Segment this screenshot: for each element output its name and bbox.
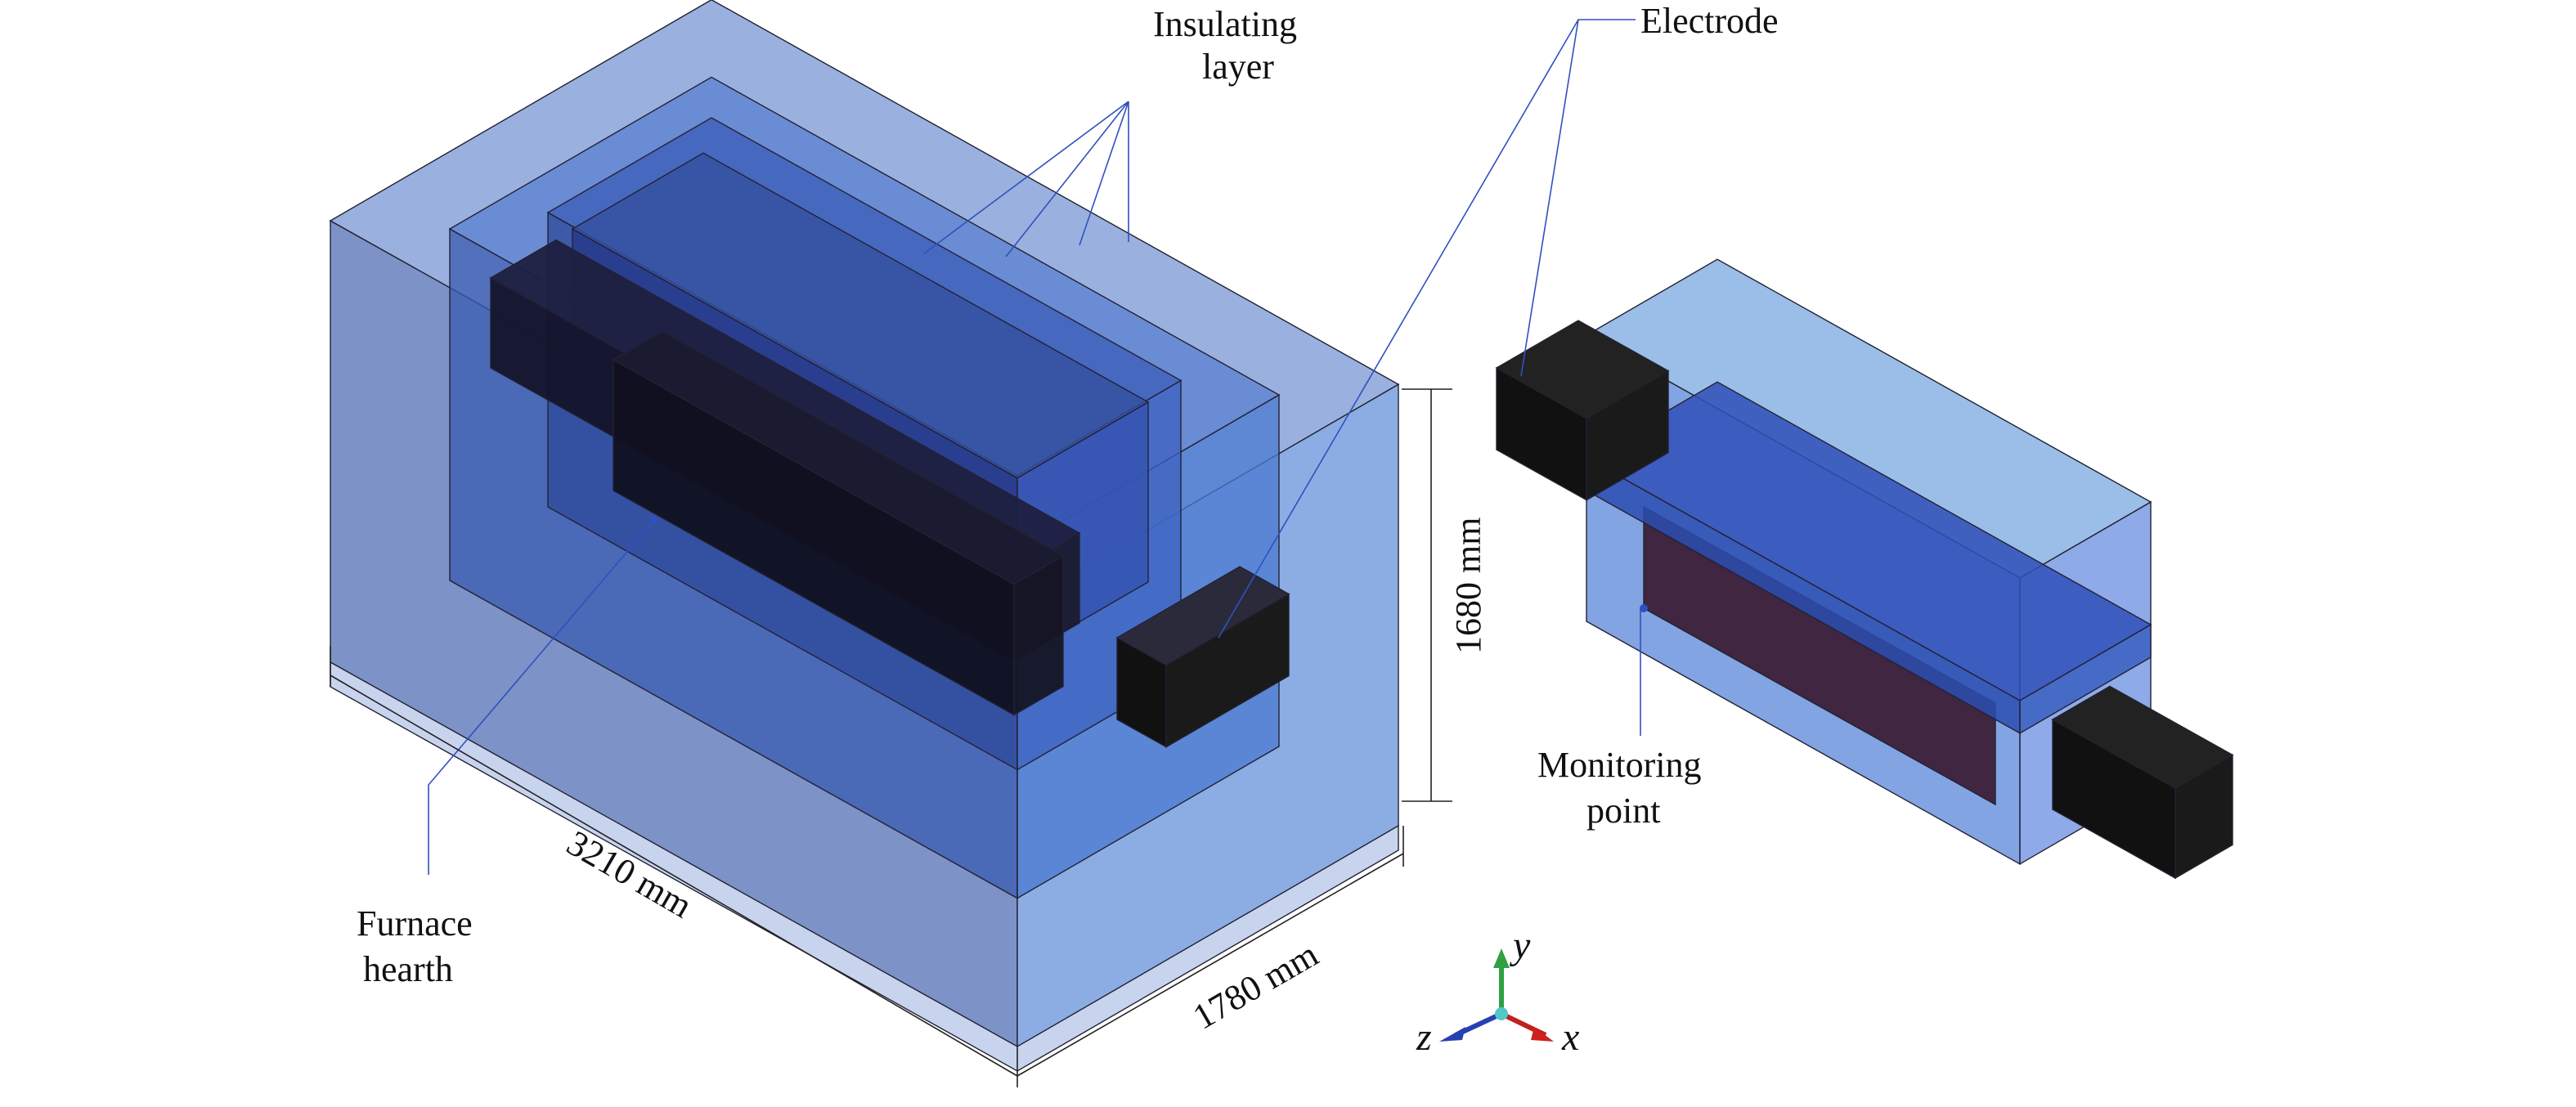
insulating-layer-label-2: layer: [1202, 47, 1274, 87]
dimension-lines: [330, 388, 1452, 1087]
monitoring-point-label-2: point: [1586, 791, 1660, 831]
y-arrowhead-icon: [1493, 948, 1510, 968]
electrode-right-a-top-face: [1495, 320, 1670, 419]
electrode-right-b-top-face: [2051, 685, 2234, 789]
electrode-label: Electrode: [1640, 1, 1779, 41]
y-axis-label: y: [1509, 924, 1531, 967]
dim-width-line: [1016, 826, 1404, 1077]
leader-arrowheads: [650, 516, 1648, 612]
dim-height-line: [1402, 388, 1452, 802]
monitoring-point-marker: [1640, 604, 1648, 612]
x-axis-label: x: [1561, 1015, 1579, 1059]
geometry: [329, 0, 2234, 1072]
x-arrowhead-icon: [1531, 1027, 1554, 1042]
axis-triad: y x z: [1416, 924, 1579, 1059]
insulating-layer-label-1: Insulating: [1153, 4, 1297, 44]
insulating-leaders: [923, 101, 1129, 258]
origin-dot: [1495, 1007, 1508, 1020]
dim-height-text: 1680 mm: [1448, 518, 1488, 654]
furnace-hearth-label-2: hearth: [363, 949, 453, 989]
dim-length-line: [330, 646, 1018, 1087]
hearth-leader: [428, 519, 655, 875]
hearth-core-top-face: [612, 330, 1065, 585]
furnace-hearth-label-1: Furnace: [357, 903, 473, 943]
hearth-point: [650, 516, 658, 524]
z-axis-label: z: [1416, 1015, 1432, 1059]
leader-lines: [428, 19, 1641, 875]
z-arrowhead-icon: [1439, 1027, 1465, 1042]
monitoring-point-label-1: Monitoring: [1537, 745, 1701, 785]
right-heating-layer-top-face: [1585, 381, 2152, 701]
insulating-layer-4-top-face: [571, 152, 1150, 479]
electrode-leaders: [1218, 19, 1636, 639]
